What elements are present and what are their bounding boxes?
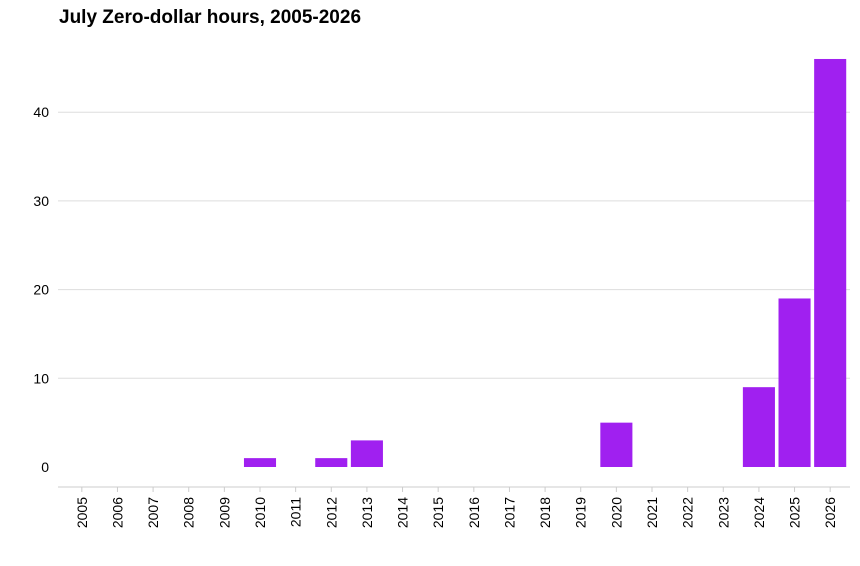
chart-title: July Zero-dollar hours, 2005-2026 xyxy=(59,7,362,28)
x-tick-label: 2016 xyxy=(466,497,482,528)
x-tick-label: 2012 xyxy=(323,497,339,528)
y-axis: 0 10 20 30 40 xyxy=(33,104,49,475)
bar xyxy=(600,422,633,467)
x-tick-label: 2025 xyxy=(787,497,803,528)
x-tick-label: 2022 xyxy=(680,497,696,528)
x-tick-label: 2006 xyxy=(109,497,125,528)
bar xyxy=(814,58,847,467)
x-tick-label: 2010 xyxy=(252,497,268,528)
x-tick-label: 2019 xyxy=(573,497,589,528)
y-tick-label: 20 xyxy=(33,282,49,298)
y-gridlines xyxy=(58,111,850,379)
bar xyxy=(742,387,775,467)
x-tick-label: 2024 xyxy=(751,497,767,528)
x-tick-label: 2005 xyxy=(74,497,90,528)
x-axis: 2005 2006 2007 2008 2009 2010 2011 2012 2013 2014… xyxy=(74,487,838,528)
x-tick-label: 2008 xyxy=(181,497,197,528)
x-tick-label: 2018 xyxy=(537,497,553,528)
y-tick-label: 10 xyxy=(33,370,49,386)
x-tick-label: 2009 xyxy=(216,497,232,528)
bars xyxy=(243,58,847,467)
x-tick-label: 2017 xyxy=(501,497,517,528)
x-tick-label: 2020 xyxy=(608,497,624,528)
x-tick-label: 2011 xyxy=(288,497,304,527)
x-tick-label: 2023 xyxy=(715,497,731,528)
x-tick-label: 2026 xyxy=(822,497,838,528)
y-tick-label: 0 xyxy=(41,459,49,475)
y-tick-label: 30 xyxy=(33,193,49,209)
x-tick-label: 2021 xyxy=(644,497,660,528)
bar xyxy=(350,440,383,467)
x-tick-label: 2007 xyxy=(145,497,161,528)
x-tick-label: 2014 xyxy=(395,497,411,528)
bar xyxy=(243,458,277,467)
x-tick-label: 2015 xyxy=(430,497,446,528)
bar xyxy=(315,458,348,467)
y-tick-label: 40 xyxy=(33,104,49,120)
x-tick-label: 2013 xyxy=(359,497,375,528)
bar xyxy=(778,298,811,467)
